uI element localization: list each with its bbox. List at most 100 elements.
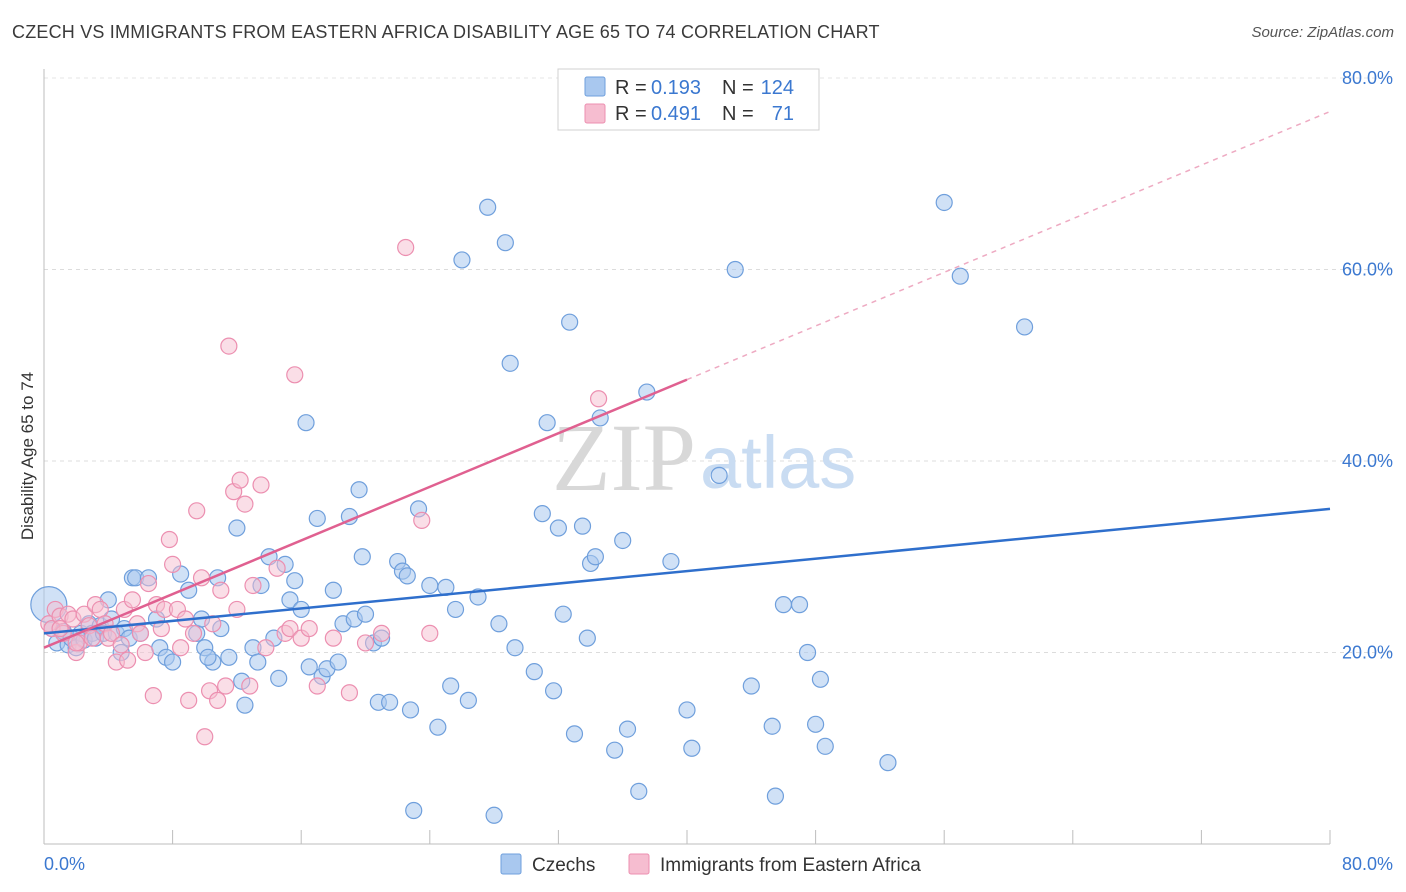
source-label: Source: ZipAtlas.com — [1251, 24, 1394, 41]
chart-title: CZECH VS IMMIGRANTS FROM EASTERN AFRICA … — [12, 22, 880, 42]
data-point-czechs — [811, 670, 830, 688]
data-point-czechs — [300, 658, 318, 676]
legend-r-value-immigrants: 0.491 — [651, 103, 701, 125]
data-point-immigrants — [123, 591, 142, 609]
data-point-czechs — [308, 509, 326, 528]
x-tick-label-min: 0.0% — [44, 854, 85, 874]
data-point-immigrants — [172, 639, 190, 657]
data-point-czechs — [459, 691, 477, 709]
data-point-czechs — [270, 669, 288, 687]
data-point-czechs — [726, 260, 744, 279]
bottom-legend: Czechs Immigrants from Eastern Africa — [500, 853, 921, 876]
data-point-czechs — [220, 648, 238, 666]
legend-r-label-immigrants: R = — [615, 103, 647, 125]
data-point-czechs — [350, 481, 368, 499]
data-point-immigrants — [131, 624, 150, 642]
data-point-czechs — [281, 591, 299, 609]
legend-n-label-czechs: N = — [722, 77, 754, 99]
data-point-immigrants — [51, 619, 69, 638]
data-point-immigrants — [180, 691, 198, 709]
data-point-czechs — [630, 782, 648, 800]
data-point-immigrants — [139, 574, 158, 593]
legend-n-label-immigrants: N = — [722, 103, 754, 125]
data-point-immigrants — [236, 495, 254, 513]
data-point-czechs — [421, 576, 439, 595]
data-point-czechs — [199, 648, 217, 666]
data-point-immigrants — [231, 471, 249, 489]
data-point-czechs — [565, 725, 584, 743]
data-point-czechs — [549, 519, 568, 537]
data-point-immigrants — [413, 511, 431, 529]
trend-line-immigrants-extension — [686, 110, 1331, 381]
data-point-czechs — [329, 653, 347, 671]
y-tick-label: 40.0% — [1342, 451, 1393, 471]
data-point-immigrants — [196, 728, 214, 746]
data-point-immigrants — [286, 366, 304, 384]
data-point-czechs — [297, 414, 315, 432]
data-point-czechs — [683, 739, 701, 757]
data-point-immigrants — [300, 619, 318, 638]
data-point-immigrants — [212, 581, 230, 599]
data-point-czechs — [879, 754, 897, 772]
data-point-immigrants — [164, 555, 182, 574]
data-point-czechs — [763, 717, 781, 735]
x-axis-ticks — [43, 830, 1331, 844]
data-point-czechs — [578, 629, 596, 647]
data-point-immigrants — [144, 686, 162, 705]
grid-lines — [44, 77, 1393, 653]
data-point-immigrants — [252, 476, 270, 494]
data-point-czechs — [742, 677, 760, 695]
data-point-czechs — [501, 354, 519, 372]
data-point-immigrants — [308, 677, 326, 695]
data-point-immigrants — [220, 337, 238, 355]
y-tick-labels: 20.0% 40.0% 60.0% 80.0% — [1342, 68, 1393, 663]
data-point-czechs — [586, 548, 604, 566]
data-point-czechs — [453, 251, 471, 269]
data-point-czechs — [236, 696, 254, 714]
watermark-atlas: atlas — [700, 421, 856, 504]
data-point-czechs — [324, 581, 342, 599]
data-point-immigrants — [244, 576, 262, 595]
data-point-immigrants — [83, 629, 101, 647]
data-point-immigrants — [356, 634, 375, 652]
trend-line-immigrants — [43, 378, 688, 649]
bottom-legend-label-immigrants: Immigrants from Eastern Africa — [660, 855, 921, 876]
data-point-czechs — [1015, 318, 1034, 336]
data-point-czechs — [398, 567, 416, 585]
y-tick-label: 80.0% — [1342, 68, 1393, 88]
data-point-immigrants — [217, 677, 235, 695]
data-point-immigrants — [188, 502, 206, 520]
data-point-immigrants — [160, 530, 178, 549]
data-point-immigrants — [102, 624, 121, 642]
data-point-czechs — [561, 313, 579, 331]
data-point-czechs — [506, 639, 524, 657]
data-point-czechs — [479, 198, 497, 216]
y-tick-label: 60.0% — [1342, 260, 1393, 280]
data-point-czechs — [544, 682, 563, 700]
data-point-immigrants — [589, 390, 608, 408]
bottom-legend-swatch-czechs — [500, 853, 522, 875]
data-point-czechs — [806, 715, 825, 733]
data-point-czechs — [405, 801, 423, 820]
watermark: ZIP atlas — [552, 404, 856, 511]
data-point-czechs — [525, 663, 543, 681]
data-point-immigrants — [397, 238, 415, 257]
data-point-czechs — [710, 466, 728, 484]
data-point-czechs — [164, 653, 182, 671]
data-point-immigrants — [118, 651, 137, 669]
bottom-legend-label-czechs: Czechs — [532, 855, 595, 876]
data-point-czechs — [485, 806, 503, 824]
trend-lines — [43, 110, 1331, 649]
data-point-immigrants — [421, 624, 439, 642]
data-point-czechs — [935, 193, 953, 212]
data-point-immigrants — [184, 624, 203, 642]
data-point-czechs — [554, 605, 572, 623]
data-point-immigrants — [268, 559, 286, 577]
legend-r-value-czechs: 0.193 — [651, 77, 701, 99]
data-point-immigrants — [209, 691, 227, 709]
data-point-czechs — [538, 414, 556, 432]
data-point-immigrants — [257, 639, 275, 657]
data-point-czechs — [228, 519, 246, 537]
data-point-immigrants — [324, 629, 342, 647]
